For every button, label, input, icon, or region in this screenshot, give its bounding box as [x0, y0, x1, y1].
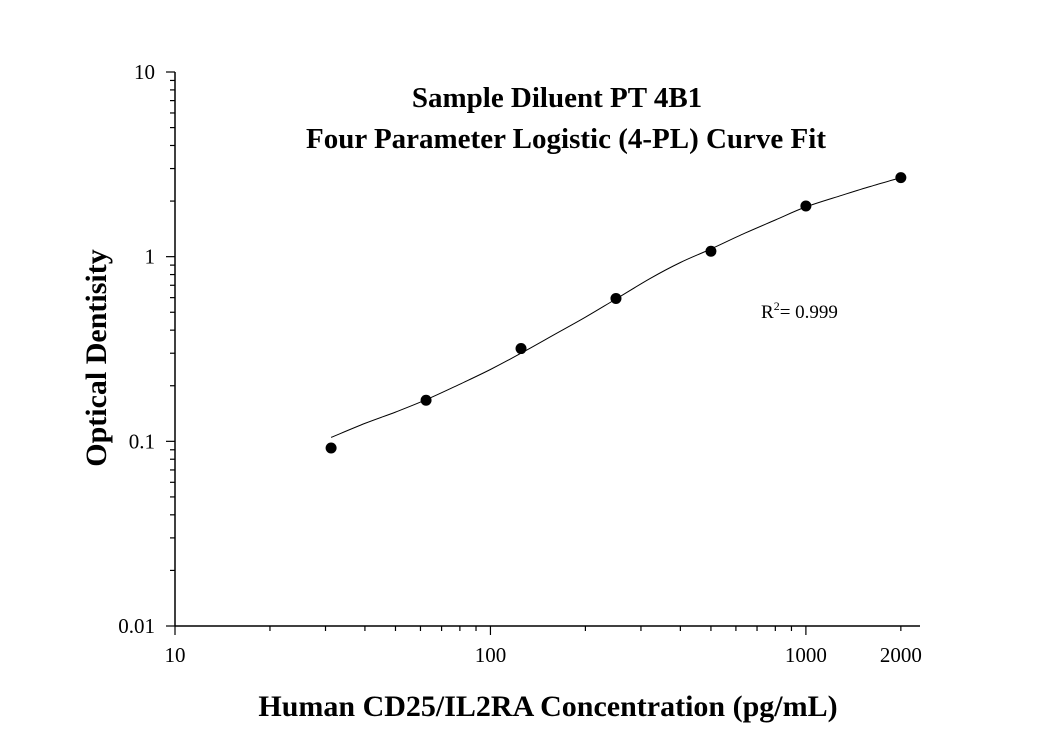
x-tick-label: 1000: [785, 643, 827, 667]
data-point: [420, 394, 432, 406]
r-squared-annotation: R2= 0.999: [761, 299, 838, 323]
x-tick-label: 10: [165, 643, 186, 667]
data-point: [610, 292, 622, 304]
points-layer: [325, 172, 907, 454]
data-point: [515, 343, 527, 355]
y-tick-label: 1: [145, 245, 156, 269]
x-tick-label: 100: [475, 643, 507, 667]
y-tick-label: 0.01: [118, 614, 155, 638]
data-point: [800, 200, 812, 212]
data-point: [325, 442, 337, 454]
y-tick-label: 10: [134, 60, 155, 84]
x-tick-label: 2000: [880, 643, 922, 667]
r-squared-value: = 0.999: [780, 302, 838, 323]
axes: 10 100 1000 2000 0.01 0.1 1 10: [118, 60, 922, 667]
data-point: [895, 172, 907, 184]
r-squared-base: R: [761, 302, 774, 323]
y-tick-label: 0.1: [129, 429, 155, 453]
chart-title: Sample Diluent PT 4B1: [412, 82, 702, 114]
y-axis-label: Optical Dentisity: [80, 249, 113, 467]
x-axis-label: Human CD25/IL2RA Concentration (pg/mL): [258, 690, 837, 723]
r-squared-sup: 2: [774, 299, 780, 313]
data-point: [705, 245, 717, 257]
chart-subtitle: Four Parameter Logistic (4-PL) Curve Fit: [306, 123, 826, 155]
